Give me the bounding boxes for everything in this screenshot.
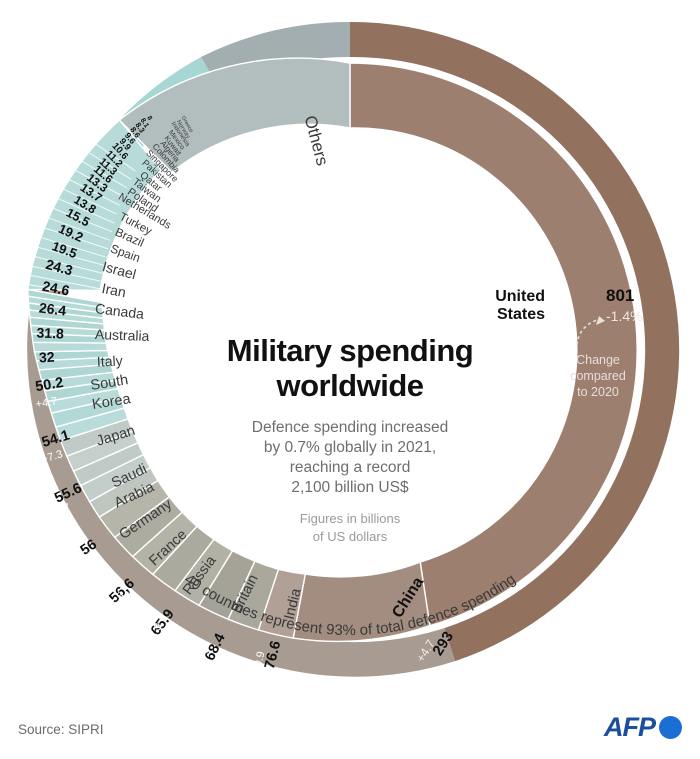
legend-change-note: Change compared to 2020 [570, 316, 626, 399]
value-israel: 24.3 [44, 256, 75, 279]
figures-note-line-1: Figures in billions [300, 511, 401, 526]
segment-united-states[interactable] [349, 62, 638, 627]
value-south-korea: 50.2 [34, 375, 64, 395]
center-text-block: Military spending worldwide Defence spen… [227, 333, 474, 544]
page-title-line2: worldwide [275, 368, 423, 403]
value-canada: 26.4 [38, 299, 67, 318]
label-south-korea-line1: South [89, 372, 129, 394]
value-greece: 8 [145, 115, 153, 122]
us-change: -1.4% [606, 308, 643, 324]
us-name-line1: United [495, 288, 545, 305]
value-japan: 54.1 [40, 427, 72, 451]
us-name-line2: States [497, 306, 545, 323]
value-iran: 24.6 [41, 278, 71, 299]
page-title-line1: Military spending [227, 333, 473, 368]
mid-country-labels: Italy 32 Australia 31.8 Canada 26.4 Iran… [36, 256, 150, 370]
afp-wordmark: AFP [604, 712, 656, 742]
label-south-korea-line2: Korea [91, 391, 133, 413]
afp-dot-icon [659, 716, 682, 739]
footer: Source: SIPRI AFP [0, 700, 700, 759]
outer-ring-us [350, 21, 680, 662]
segment-others[interactable] [118, 57, 351, 174]
legend-line-2: compared [570, 369, 626, 383]
donut-segments [26, 57, 638, 643]
value-germany: 56 [78, 537, 100, 559]
value-australia: 31.8 [36, 325, 64, 342]
label-italy: Italy [96, 352, 122, 369]
legend-line-1: Change [576, 353, 620, 367]
subtitle-line-3: reaching a record [290, 459, 411, 476]
subtitle-line-2: by 0.7% globally in 2021, [264, 439, 436, 456]
segment-greece[interactable] [26, 288, 104, 309]
change-india: +0.9 [251, 650, 268, 674]
donut-chart: Military spending worldwide Defence spen… [26, 21, 680, 677]
value-norway: 8.1 [139, 117, 150, 129]
legend-arrow-icon [576, 319, 598, 346]
small-segment-dividers [27, 128, 136, 298]
label-canada: Canada [94, 300, 145, 322]
us-value: 801 [606, 286, 634, 305]
source-label: Source: SIPRI [18, 722, 104, 737]
subtitle-line-4: 2,100 billion US$ [291, 479, 409, 496]
label-india: India [282, 586, 305, 621]
figures-note-line-2: of US dollars [313, 529, 388, 544]
label-australia: Australia [95, 326, 150, 344]
value-india: 76.6 [262, 639, 284, 670]
afp-logo: AFP [604, 712, 682, 743]
label-united-states: United States 801 -1.4% [495, 286, 642, 324]
change-south-korea: +4.7 [35, 395, 58, 410]
legend-line-3: to 2020 [577, 385, 619, 399]
donut-svg: Military spending worldwide Defence spen… [26, 21, 680, 677]
label-iran: Iran [101, 280, 128, 300]
value-italy: 32 [39, 349, 56, 366]
change-britain: +3 [196, 644, 212, 661]
subtitle-line-1: Defence spending increased [252, 419, 448, 436]
legend-arrow-head-icon [596, 316, 605, 325]
